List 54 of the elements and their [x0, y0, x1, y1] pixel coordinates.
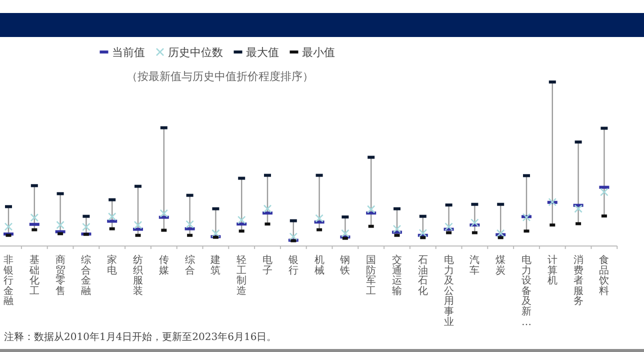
point	[237, 216, 246, 224]
x-tick-label: 交通运输	[392, 254, 402, 297]
point	[4, 222, 13, 231]
point	[366, 205, 376, 214]
point	[392, 224, 402, 234]
x-tick-label: 综合	[184, 254, 195, 276]
x-tick-label: 计算机	[547, 254, 558, 287]
x-tick-label: 消费者服务	[573, 254, 584, 308]
x-tick-label: 综合金融	[81, 254, 92, 297]
point	[548, 198, 557, 206]
x-tick-label: 钢铁	[339, 255, 350, 276]
point	[496, 229, 505, 238]
point	[108, 212, 116, 221]
point	[315, 214, 324, 222]
x-tick-label: 商贸零售	[55, 254, 66, 297]
x-tick-label: 电力及公用事业	[444, 254, 454, 328]
point	[444, 222, 453, 231]
x-tick-label: 轻工制造	[236, 254, 247, 297]
x-tick-label: 电力设备及新…	[522, 254, 532, 328]
point	[30, 213, 39, 222]
x-tick-label: 传媒	[158, 255, 169, 276]
point	[263, 204, 272, 213]
point	[160, 209, 168, 218]
point	[418, 228, 428, 238]
x-tick-label: 纺织服装	[133, 254, 143, 297]
x-tick-label: 家电	[107, 254, 118, 276]
point	[574, 204, 582, 213]
point	[134, 220, 142, 230]
point	[56, 220, 64, 230]
x-tick-label: 电子	[262, 254, 272, 276]
point	[82, 222, 90, 232]
x-tick-label: 银行	[287, 255, 298, 276]
point	[522, 213, 531, 222]
legend-label: 最大值	[246, 46, 279, 59]
point	[289, 232, 298, 241]
x-tick-label: 基础化工	[28, 254, 40, 297]
x-tick-label: 石油石化	[418, 255, 428, 297]
point	[341, 229, 350, 238]
chart-subtitle: （按最新值与历史中值折价程度排序）	[126, 70, 314, 83]
text: 注释：数据从2010年1月4日开始，更新至2023年6月16日。	[4, 331, 277, 343]
x-tick-label: 国防军工	[366, 255, 376, 297]
point	[212, 229, 220, 238]
legend-label: 当前值	[112, 46, 145, 59]
x-tick-label: 机械	[314, 254, 324, 276]
x-tick-label: 非银行金融	[2, 254, 14, 308]
point	[470, 218, 479, 227]
x-tick-label: 食品饮料	[598, 254, 610, 297]
legend-label: 历史中位数	[168, 46, 223, 59]
x-tick-label: 汽车	[470, 254, 480, 276]
point	[186, 220, 194, 228]
x-tick-label: 建筑	[210, 254, 221, 276]
x-tick-label: 煤炭	[496, 254, 506, 276]
legend-label: 最小值	[302, 46, 335, 59]
point	[600, 188, 608, 196]
